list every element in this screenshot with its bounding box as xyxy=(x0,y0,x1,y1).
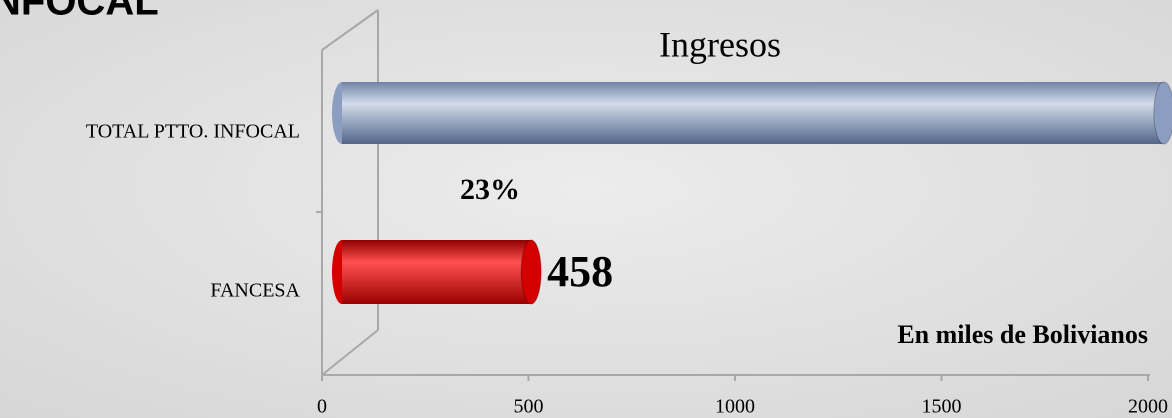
annotation: 23% xyxy=(460,173,520,206)
x-tick-label: 2000 xyxy=(1128,396,1168,418)
chart-title: Ingresos xyxy=(659,24,781,64)
bar-cap xyxy=(1153,81,1172,145)
x-tick-label: 0 xyxy=(317,396,327,418)
x-tick-label: 1000 xyxy=(715,396,755,418)
bar xyxy=(342,82,1164,144)
y-tick-label: FANCESA xyxy=(210,280,300,302)
y-tick-label: TOTAL PTTO. INFOCAL xyxy=(86,121,300,143)
bar-cap xyxy=(520,239,542,305)
x-tick-label: 500 xyxy=(514,396,544,418)
x-tick-label: 1500 xyxy=(922,396,962,418)
annotation: En miles de Bolivianos xyxy=(897,320,1148,349)
heading: NFOCAL xyxy=(0,0,159,24)
data-label: 458 xyxy=(547,247,613,296)
bar xyxy=(342,240,532,304)
